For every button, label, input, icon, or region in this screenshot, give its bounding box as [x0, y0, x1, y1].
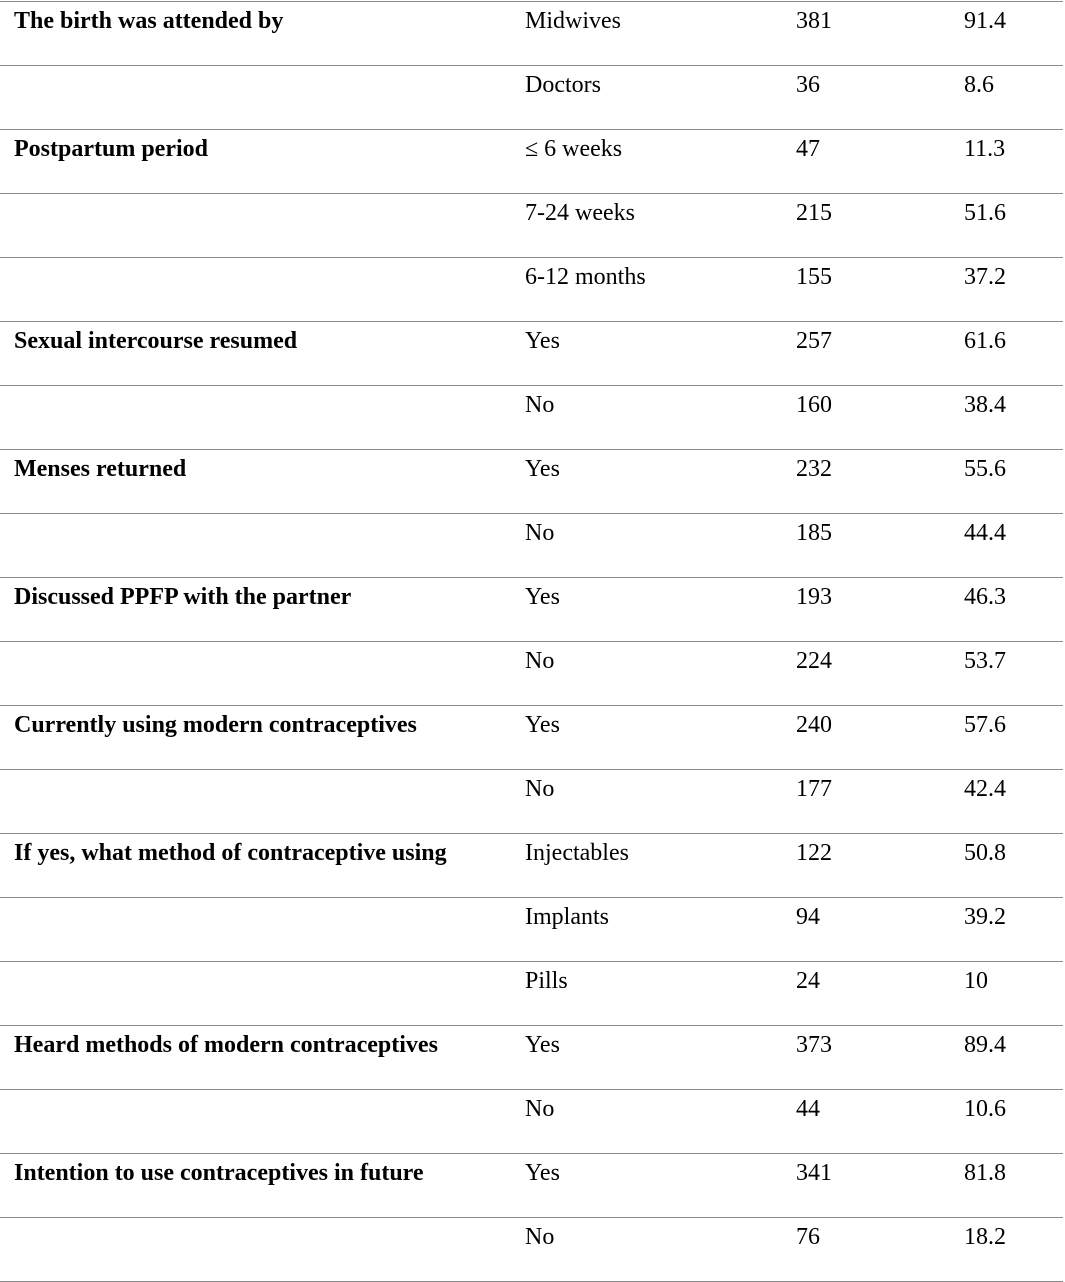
- count-cell: 47: [796, 136, 820, 162]
- table-row: No 185 44.4: [0, 514, 1063, 578]
- category-cell: No: [525, 1096, 555, 1122]
- table-row: The birth was attended by Midwives 381 9…: [0, 2, 1063, 66]
- table-row: Menses returned Yes 232 55.6: [0, 450, 1063, 514]
- percent-cell: 89.4: [964, 1032, 1006, 1058]
- variable-cell: Heard methods of modern contraceptives: [14, 1032, 438, 1058]
- table-row: Intention to use contraceptives in futur…: [0, 1154, 1063, 1218]
- count-cell: 160: [796, 392, 832, 418]
- category-cell: Yes: [525, 328, 560, 354]
- count-cell: 381: [796, 8, 832, 34]
- percent-cell: 46.3: [964, 584, 1006, 610]
- table-row: Postpartum period ≤ 6 weeks 47 11.3: [0, 130, 1063, 194]
- category-cell: Midwives: [525, 8, 621, 34]
- percent-cell: 10.6: [964, 1096, 1006, 1122]
- table-row: Currently using modern contraceptives Ye…: [0, 706, 1063, 770]
- category-cell: Injectables: [525, 840, 629, 866]
- category-cell: 6-12 months: [525, 264, 646, 290]
- percent-cell: 53.7: [964, 648, 1006, 674]
- table-row: 7-24 weeks 215 51.6: [0, 194, 1063, 258]
- variable-cell: Intention to use contraceptives in futur…: [14, 1160, 424, 1186]
- percent-cell: 81.8: [964, 1160, 1006, 1186]
- count-cell: 193: [796, 584, 832, 610]
- count-cell: 24: [796, 968, 820, 994]
- percent-cell: 91.4: [964, 8, 1006, 34]
- percent-cell: 8.6: [964, 72, 994, 98]
- variable-cell: Menses returned: [14, 456, 187, 482]
- percent-cell: 42.4: [964, 776, 1006, 802]
- table-row: Heard methods of modern contraceptives Y…: [0, 1026, 1063, 1090]
- percent-cell: 44.4: [964, 520, 1006, 546]
- count-cell: 76: [796, 1224, 820, 1250]
- variable-cell: If yes, what method of contraceptive usi…: [14, 840, 447, 866]
- percent-cell: 10: [964, 968, 988, 994]
- count-cell: 94: [796, 904, 820, 930]
- table-row: Discussed PPFP with the partner Yes 193 …: [0, 578, 1063, 642]
- count-cell: 240: [796, 712, 832, 738]
- percent-cell: 37.2: [964, 264, 1006, 290]
- count-cell: 232: [796, 456, 832, 482]
- count-cell: 185: [796, 520, 832, 546]
- variable-cell: Currently using modern contraceptives: [14, 712, 417, 738]
- count-cell: 122: [796, 840, 832, 866]
- count-cell: 155: [796, 264, 832, 290]
- percent-cell: 50.8: [964, 840, 1006, 866]
- count-cell: 373: [796, 1032, 832, 1058]
- category-cell: Implants: [525, 904, 609, 930]
- table-row: Implants 94 39.2: [0, 898, 1063, 962]
- table-row: Sexual intercourse resumed Yes 257 61.6: [0, 322, 1063, 386]
- category-cell: Pills: [525, 968, 568, 994]
- percent-cell: 57.6: [964, 712, 1006, 738]
- variable-cell: Discussed PPFP with the partner: [14, 584, 352, 610]
- category-cell: 7-24 weeks: [525, 200, 635, 226]
- category-cell: ≤ 6 weeks: [525, 136, 623, 162]
- variable-cell: Sexual intercourse resumed: [14, 328, 298, 354]
- count-cell: 36: [796, 72, 820, 98]
- percent-cell: 18.2: [964, 1224, 1006, 1250]
- table-row: 6-12 months 155 37.2: [0, 258, 1063, 322]
- category-cell: No: [525, 520, 555, 546]
- percent-cell: 39.2: [964, 904, 1006, 930]
- table-row: If yes, what method of contraceptive usi…: [0, 834, 1063, 898]
- table-row: No 177 42.4: [0, 770, 1063, 834]
- count-cell: 341: [796, 1160, 832, 1186]
- category-cell: Yes: [525, 1032, 560, 1058]
- table-row: Doctors 36 8.6: [0, 66, 1063, 130]
- count-cell: 215: [796, 200, 832, 226]
- category-cell: No: [525, 1224, 555, 1250]
- percent-cell: 11.3: [964, 136, 1006, 162]
- category-cell: Doctors: [525, 72, 601, 98]
- percent-cell: 55.6: [964, 456, 1006, 482]
- percent-cell: 51.6: [964, 200, 1006, 226]
- count-cell: 257: [796, 328, 832, 354]
- count-cell: 44: [796, 1096, 820, 1122]
- table-row: Pills 24 10: [0, 962, 1063, 1026]
- category-cell: No: [525, 648, 555, 674]
- table-row: No 160 38.4: [0, 386, 1063, 450]
- category-cell: No: [525, 776, 555, 802]
- category-cell: Yes: [525, 712, 560, 738]
- count-cell: 224: [796, 648, 832, 674]
- table-row: No 224 53.7: [0, 642, 1063, 706]
- percent-cell: 61.6: [964, 328, 1006, 354]
- category-cell: Yes: [525, 456, 560, 482]
- percent-cell: 38.4: [964, 392, 1006, 418]
- variable-cell: The birth was attended by: [14, 8, 284, 34]
- category-cell: Yes: [525, 584, 560, 610]
- variable-cell: Postpartum period: [14, 136, 208, 162]
- table-row: No 76 18.2: [0, 1218, 1063, 1282]
- category-cell: No: [525, 392, 555, 418]
- category-cell: Yes: [525, 1160, 560, 1186]
- table-row: No 44 10.6: [0, 1090, 1063, 1154]
- count-cell: 177: [796, 776, 832, 802]
